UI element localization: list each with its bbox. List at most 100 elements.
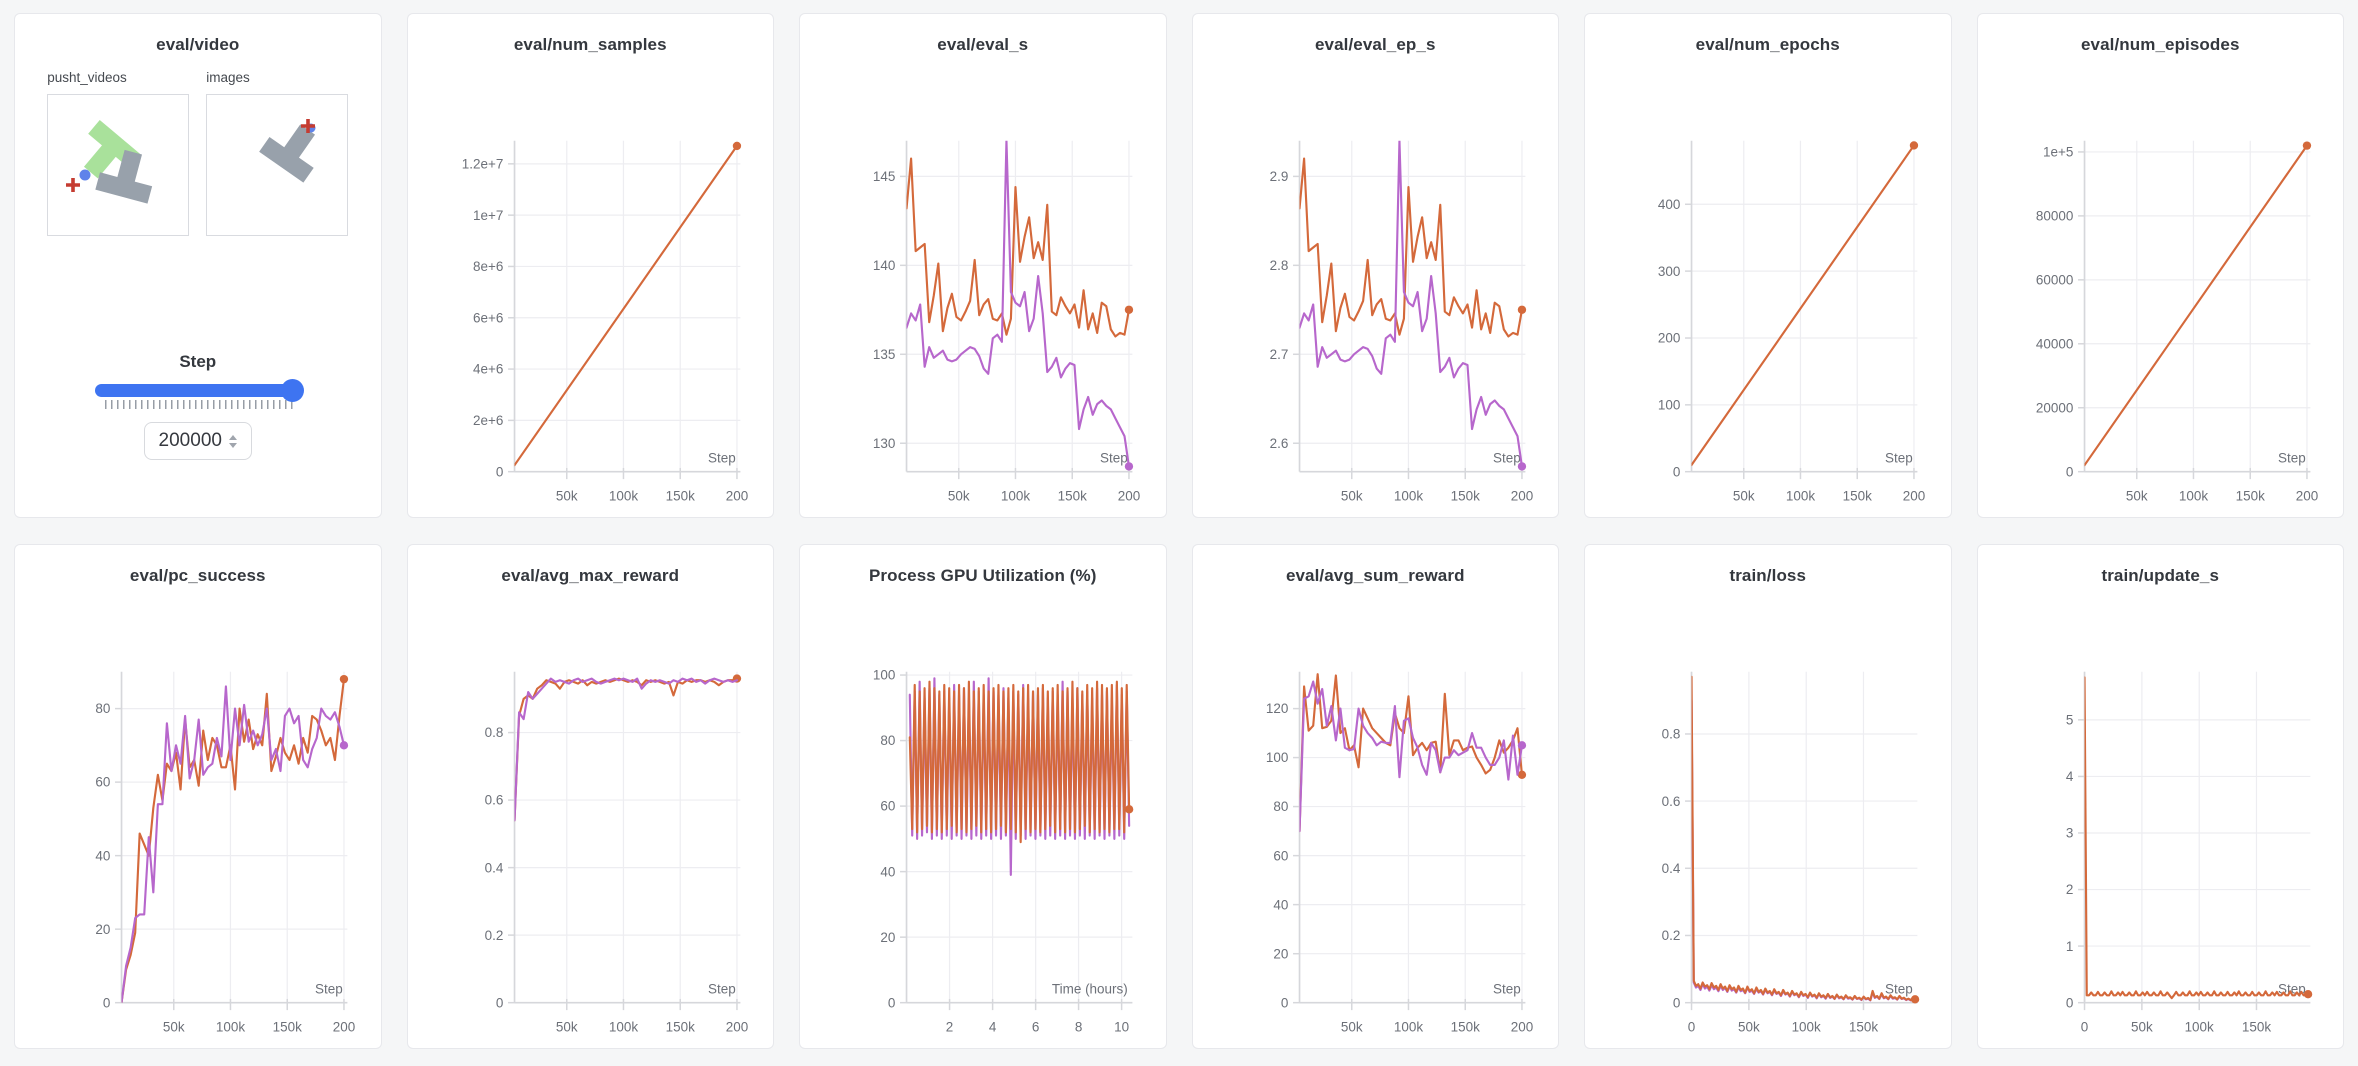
chart-title: eval/eval_s — [937, 35, 1029, 54]
svg-text:145: 145 — [873, 169, 895, 184]
svg-text:1: 1 — [2065, 939, 2073, 954]
svg-text:6: 6 — [1032, 1019, 1040, 1034]
end-point-dot — [339, 674, 349, 684]
gray-t-block — [259, 124, 316, 183]
pusht-video-frame — [66, 119, 153, 204]
svg-text:100k: 100k — [2184, 1019, 2213, 1034]
svg-text:150k: 150k — [2241, 1019, 2270, 1034]
chart-title: eval/num_samples — [513, 35, 667, 54]
step-slider[interactable] — [94, 379, 304, 409]
slider-tick-ruler — [104, 400, 293, 409]
svg-text:50k: 50k — [1733, 488, 1755, 503]
svg-text:20000: 20000 — [2035, 400, 2072, 415]
line-chart[interactable]: 2.6 2.7 2.8 2.9 50k 100k 150k 200 Step — [1193, 59, 1559, 507]
media-label: images — [206, 70, 250, 85]
line-chart[interactable]: 0 20000 40000 60000 80000 1e+5 50k 100k 150k 200 S… — [1978, 59, 2344, 507]
svg-text:0: 0 — [1673, 464, 1681, 479]
chart-title: eval/num_episodes — [2080, 35, 2240, 54]
video-thumbnail-pusht[interactable] — [47, 94, 190, 236]
line-chart[interactable]: 0 2e+6 4e+6 6e+6 8e+6 1e+7 1.2e+7 50k 100k 150k 20… — [408, 59, 774, 507]
svg-text:50k: 50k — [2130, 1019, 2152, 1034]
stepper-arrows[interactable] — [228, 434, 237, 448]
svg-text:Step: Step — [315, 981, 343, 996]
svg-text:6e+6: 6e+6 — [473, 310, 503, 325]
panel-eval-avg-sum-reward: eval/avg_sum_reward 0 20 40 60 80 100 120 50k 10… — [1191, 544, 1559, 1049]
series-line-orange — [514, 144, 738, 467]
image-thumbnail[interactable] — [206, 94, 349, 236]
line-chart[interactable]: 0 20 40 60 80 100 120 50k 100k 150k 200 Step — [1193, 590, 1559, 1038]
line-chart[interactable]: 0 0.2 0.4 0.6 0.8 50k 100k 150k 200 Step — [408, 590, 774, 1038]
svg-text:0: 0 — [103, 995, 111, 1010]
svg-text:150k: 150k — [2235, 488, 2264, 503]
svg-text:Step: Step — [1493, 981, 1521, 996]
panel-train-update-s: train/update_s 0 1 2 3 4 5 0 50k 100k 150k Step — [1976, 544, 2344, 1049]
slider-track[interactable] — [94, 379, 304, 402]
media-row: pusht_videos — [47, 70, 349, 236]
line-chart[interactable]: 130 135 140 145 50k 100k 150k 200 Step — [800, 59, 1166, 507]
svg-text:50k: 50k — [163, 1019, 185, 1034]
chart-svg: 0 20 40 60 80 50k 100k 150k 200 Step — [95, 671, 355, 1034]
line-chart[interactable]: 0 20 40 60 80 100 2 4 6 8 10 Time (hours) — [800, 590, 1166, 1038]
svg-text:150k: 150k — [1058, 488, 1087, 503]
line-chart[interactable]: 0 20 40 60 80 50k 100k 150k 200 Step — [15, 590, 381, 1038]
chart-svg: 0 20 40 60 80 100 120 50k 100k 150k 200 Step — [1265, 671, 1533, 1034]
end-point-dot — [1517, 305, 1526, 314]
line-chart[interactable]: 0 1 2 3 4 5 0 50k 100k 150k Step — [1978, 590, 2344, 1038]
svg-text:0: 0 — [1673, 995, 1681, 1010]
decrement-icon[interactable] — [228, 442, 237, 448]
goal-cross-icon — [66, 178, 81, 192]
panel-eval-num-samples: eval/num_samples 0 2e+6 4e+6 6e+6 8e+6 1e+7 1.… — [406, 13, 774, 518]
line-chart[interactable]: 0 0.2 0.4 0.6 0.8 0 50k 100k 150k Step — [1585, 590, 1951, 1038]
svg-text:40000: 40000 — [2035, 336, 2072, 351]
svg-text:0: 0 — [2080, 1019, 2088, 1034]
svg-text:100: 100 — [873, 668, 895, 683]
step-input-value[interactable]: 200000 — [158, 430, 222, 451]
chart-title: eval/eval_ep_s — [1315, 35, 1436, 54]
end-point-dot — [1517, 770, 1526, 779]
svg-text:100k: 100k — [1792, 1019, 1821, 1034]
svg-text:4e+6: 4e+6 — [473, 362, 503, 377]
svg-text:0: 0 — [1688, 1019, 1696, 1034]
series-line-orange — [906, 157, 1131, 338]
svg-text:200: 200 — [1118, 488, 1140, 503]
svg-text:3: 3 — [2065, 826, 2073, 841]
svg-text:2: 2 — [2065, 882, 2073, 897]
panel-title: eval/video — [156, 35, 240, 54]
svg-text:50k: 50k — [1738, 1019, 1760, 1034]
svg-text:50k: 50k — [555, 1019, 577, 1034]
chart-svg: 0 2e+6 4e+6 6e+6 8e+6 1e+7 1.2e+7 50k 100k 150k 20… — [461, 140, 748, 503]
slider-thumb[interactable] — [280, 379, 304, 402]
svg-text:0: 0 — [1280, 995, 1288, 1010]
increment-icon[interactable] — [228, 434, 237, 440]
svg-text:100k: 100k — [216, 1019, 245, 1034]
end-point-dot — [1124, 805, 1134, 814]
svg-text:20: 20 — [880, 930, 895, 945]
svg-text:1.2e+7: 1.2e+7 — [461, 157, 503, 172]
step-input[interactable]: 200000 — [143, 422, 252, 460]
panel-eval-num-epochs: eval/num_epochs 0 100 200 300 400 50k 100k 150k… — [1584, 13, 1952, 518]
svg-text:50k: 50k — [555, 488, 577, 503]
svg-text:60: 60 — [880, 799, 895, 814]
panel-eval-video: eval/video pusht_videos — [14, 13, 382, 518]
chart-svg: 2.6 2.7 2.8 2.9 50k 100k 150k 200 Step — [1269, 140, 1533, 503]
svg-text:2.7: 2.7 — [1269, 347, 1288, 362]
series-line-purple — [906, 140, 1131, 468]
series-line-orange — [1299, 157, 1523, 338]
series-line-orange — [2084, 144, 2308, 467]
panel-train-loss: train/loss 0 0.2 0.4 0.6 0.8 0 50k 100k 150k Step — [1584, 544, 1952, 1049]
image-frame — [259, 119, 316, 183]
end-point-dot — [2303, 990, 2312, 999]
line-chart[interactable]: 0 100 200 300 400 50k 100k 150k 200 Step — [1585, 59, 1951, 507]
step-slider-label: Step — [179, 352, 217, 371]
chart-title: eval/num_epochs — [1695, 35, 1840, 54]
svg-text:150k: 150k — [273, 1019, 302, 1034]
svg-text:4: 4 — [989, 1019, 997, 1034]
svg-text:0.2: 0.2 — [484, 928, 503, 943]
svg-text:80: 80 — [1273, 799, 1288, 814]
svg-text:Time (hours): Time (hours) — [1052, 981, 1128, 996]
svg-text:2.8: 2.8 — [1269, 258, 1288, 273]
end-point-dot — [1909, 141, 1919, 150]
svg-text:150k: 150k — [1843, 488, 1872, 503]
svg-text:0: 0 — [888, 995, 896, 1010]
svg-text:200: 200 — [333, 1019, 355, 1034]
